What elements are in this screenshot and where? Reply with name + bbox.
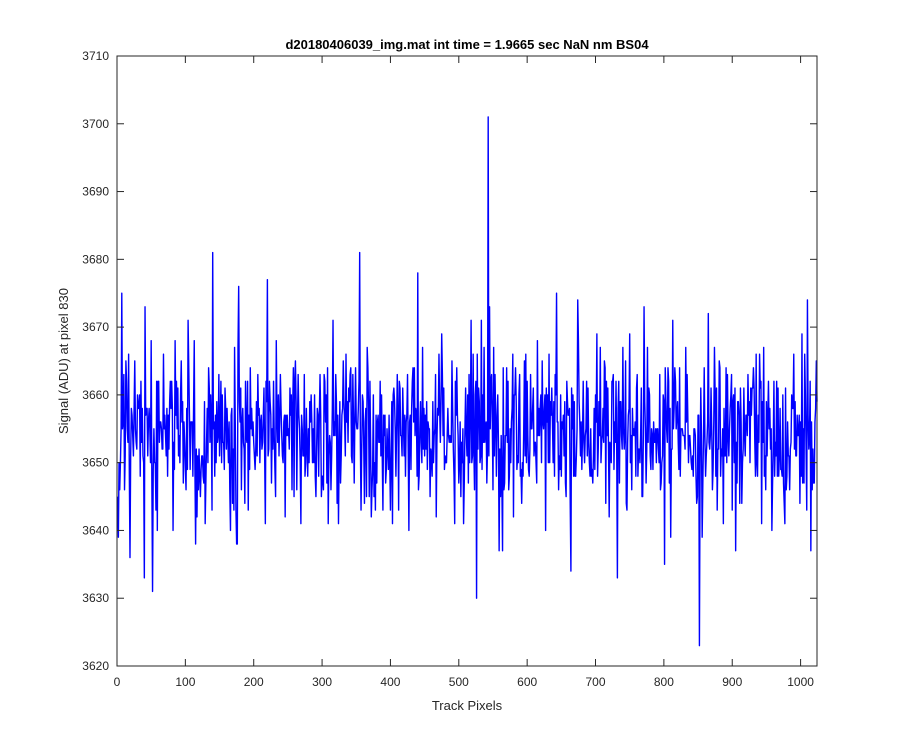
x-tick-label: 600 <box>517 675 537 689</box>
x-tick-label: 700 <box>586 675 606 689</box>
y-tick-label: 3670 <box>82 320 109 334</box>
x-tick-label: 900 <box>722 675 742 689</box>
series-layer <box>116 116 818 647</box>
y-tick-label: 3690 <box>82 185 109 199</box>
x-tick-label: 1000 <box>787 675 814 689</box>
axes-box <box>116 55 818 667</box>
chart-title: d20180406039_img.mat int time = 1.9665 s… <box>285 37 649 52</box>
y-tick-label: 3620 <box>82 659 109 673</box>
signal-trace <box>116 116 818 647</box>
x-tick-label: 200 <box>244 675 264 689</box>
y-tick-label: 3650 <box>82 456 109 470</box>
y-tick-label: 3700 <box>82 117 109 131</box>
x-axis-ticks: 0 100 200 300 400 500 600 700 800 900 1000 <box>114 56 814 689</box>
y-axis-label: Signal (ADU) at pixel 830 <box>56 288 71 434</box>
y-tick-label: 3680 <box>82 252 109 266</box>
y-tick-label: 3630 <box>82 591 109 605</box>
x-tick-label: 0 <box>114 675 121 689</box>
y-tick-label: 3710 <box>82 49 109 63</box>
x-tick-label: 500 <box>449 675 469 689</box>
x-tick-label: 400 <box>380 675 400 689</box>
y-tick-label: 3660 <box>82 388 109 402</box>
y-axis-ticks: 3620 3630 3640 3650 3660 3670 3680 3690 3700 3710 <box>82 49 817 673</box>
x-axis-label: Track Pixels <box>432 698 503 713</box>
x-tick-label: 100 <box>175 675 195 689</box>
y-tick-label: 3640 <box>82 523 109 537</box>
x-tick-label: 800 <box>654 675 674 689</box>
plot-area <box>117 56 817 666</box>
x-tick-label: 300 <box>312 675 332 689</box>
